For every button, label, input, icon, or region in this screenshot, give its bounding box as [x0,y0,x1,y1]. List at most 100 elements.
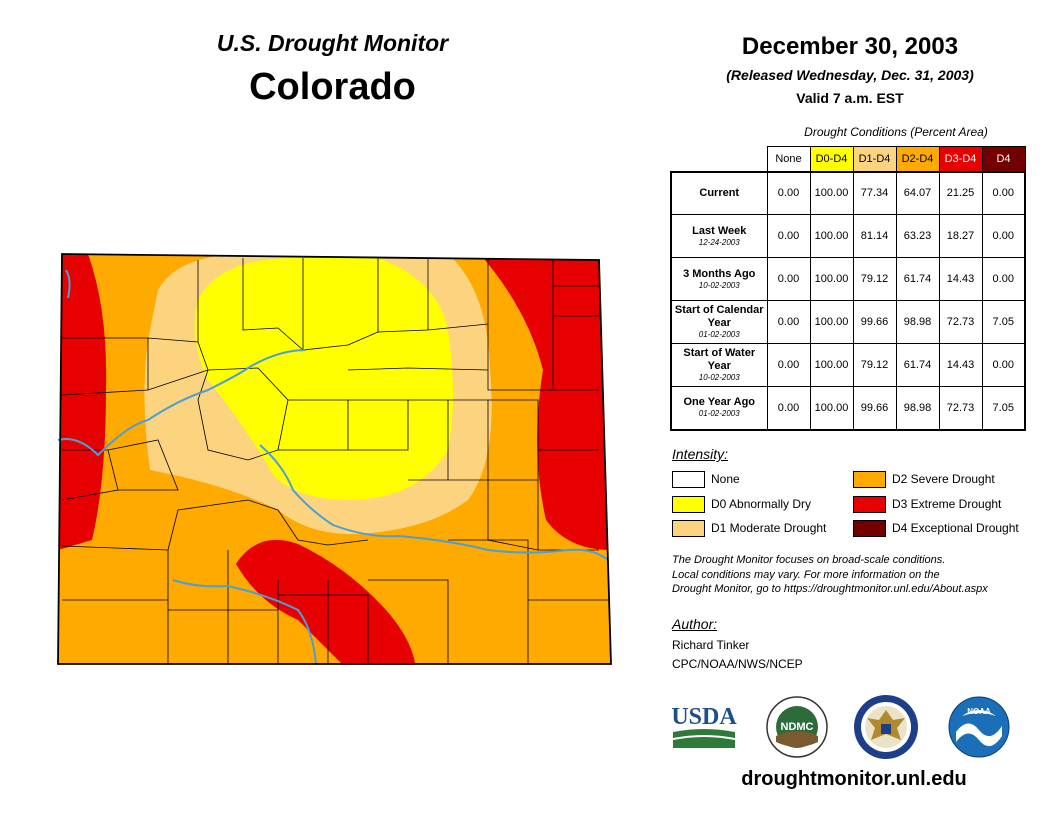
noaa-logo: NOAA [948,696,1010,758]
ndmc-logo-text: NDMC [781,721,814,733]
county-line [278,399,349,451]
table-cell: 0.00 [981,170,1026,215]
row-label: 3 Months Ago 10-02-2003 [670,257,768,301]
ndmc-logo: NDMC [766,696,828,758]
table-cell: 100.00 [809,343,854,387]
legend-swatch [853,519,886,537]
table-cell: 14.43 [938,343,983,387]
county-line [61,337,149,396]
legend-label: D2 Severe Drought [892,472,995,486]
table-cell: 79.12 [852,257,897,301]
row-label-text: One Year Ago [683,396,756,409]
table-cell: 64.07 [895,170,940,215]
county-boundaries [61,258,611,664]
table-cell: 100.00 [809,170,854,215]
noaa-logo-text: NOAA [967,707,991,716]
table-cell: 79.12 [852,343,897,387]
legend-item-d4: D4 Exceptional Drought [853,519,1019,537]
row-label: Current [670,170,768,215]
legend-item-none: None [672,470,740,488]
author-heading: Author: [672,616,718,632]
row-label-text: Start of Calendar Year [674,304,764,329]
table-cell: 63.23 [895,214,940,258]
col-header-d0-d4: D0-D4 [809,146,854,172]
table-cell: 100.00 [809,300,854,344]
table-cell: 98.98 [895,386,940,431]
county-line [408,399,489,481]
table-cell: 21.25 [938,170,983,215]
table-cell: 61.74 [895,257,940,301]
legend-swatch [853,495,886,513]
county-line [377,258,489,333]
row-label-date: 10-02-2003 [698,280,740,290]
colorado-drought-map [57,253,612,665]
row-label-text: Current [699,186,740,199]
zone-d0-abnormally-dry [194,258,453,500]
table-cell: 0.00 [981,343,1026,387]
row-label-text: 3 Months Ago [683,267,756,280]
arkansas-river [259,444,609,561]
rivers [57,269,609,665]
table-cell: 18.27 [938,214,983,258]
zone-d3-west [58,254,107,550]
commerce-seal-logo [854,695,918,759]
yampa-river [65,269,71,299]
table-row: Current 0.00 100.00 77.34 64.07 21.25 0.… [670,170,1026,215]
legend-item-d3: D3 Extreme Drought [853,495,1001,513]
county-line [167,550,329,664]
row-label-date: 10-02-2003 [698,373,740,382]
county-line [197,258,304,351]
table-cell: 7.05 [981,386,1026,431]
table-cell: 100.00 [809,386,854,431]
colorado-river [57,349,307,457]
table-corner [671,147,767,172]
zone-d3-south [236,540,416,664]
table-header-row: None D0-D4 D1-D4 D2-D4 D3-D4 D4 [671,146,1026,172]
note-line: Drought Monitor, go to https://droughtmo… [672,583,988,595]
table-cell: 14.43 [938,257,983,301]
legend-swatch [853,470,886,488]
table-cell: 100.00 [809,257,854,301]
rio-grande [172,579,317,665]
map-date: December 30, 2003 [741,33,959,60]
row-label-date: 01-02-2003 [698,330,740,339]
table-cell: 77.34 [852,170,897,215]
usda-logo-field [673,737,735,748]
row-label-date: 01-02-2003 [698,409,740,419]
row-label: Start of Water Year 10-02-2003 [670,343,768,387]
legend-item-d2: D2 Severe Drought [853,470,995,488]
table-cell: 0.00 [766,170,811,215]
table-cell: 7.05 [981,300,1026,344]
county-line [302,258,379,351]
table-cell: 72.73 [938,300,983,344]
author-name: Richard Tinker [672,638,750,652]
table-row: 3 Months Ago 10-02-2003 0.00 100.00 79.12… [670,257,1026,301]
table-cell: 0.00 [766,257,811,301]
row-label: Start of Calendar Year 01-02-2003 [670,300,768,344]
row-label-date: 12-24-2003 [698,237,740,247]
county-line [197,367,289,461]
website-url: droughtmonitor.unl.edu [741,768,967,790]
author-organization: CPC/NOAA/NWS/NCEP [672,657,803,671]
county-line [347,367,489,451]
table-cell: 99.66 [852,386,897,431]
table-cell: 99.66 [852,300,897,344]
table-cell: 0.00 [981,214,1026,258]
note-line: The Drought Monitor focuses on broad-sca… [672,554,946,566]
legend-label: None [711,472,740,486]
legend-label: D4 Exceptional Drought [892,521,1019,535]
county-line [147,337,209,391]
col-header-none: None [766,146,811,172]
state-outline [57,253,612,665]
county-line [488,399,599,481]
table-cell: 72.73 [938,386,983,431]
legend-swatch [672,495,705,513]
table-caption: Drought Conditions (Percent Area) [804,125,988,139]
row-label-text: Start of Water Year [683,347,756,372]
table-row: Start of Calendar Year 01-02-2003 0.00 10… [670,300,1026,344]
legend-title: Intensity: [672,446,729,462]
county-line [61,499,369,551]
table-cell: 0.00 [766,300,811,344]
table-cell: 98.98 [895,300,940,344]
drought-conditions-table: None D0-D4 D1-D4 D2-D4 D3-D4 D4 Current … [670,146,1026,431]
